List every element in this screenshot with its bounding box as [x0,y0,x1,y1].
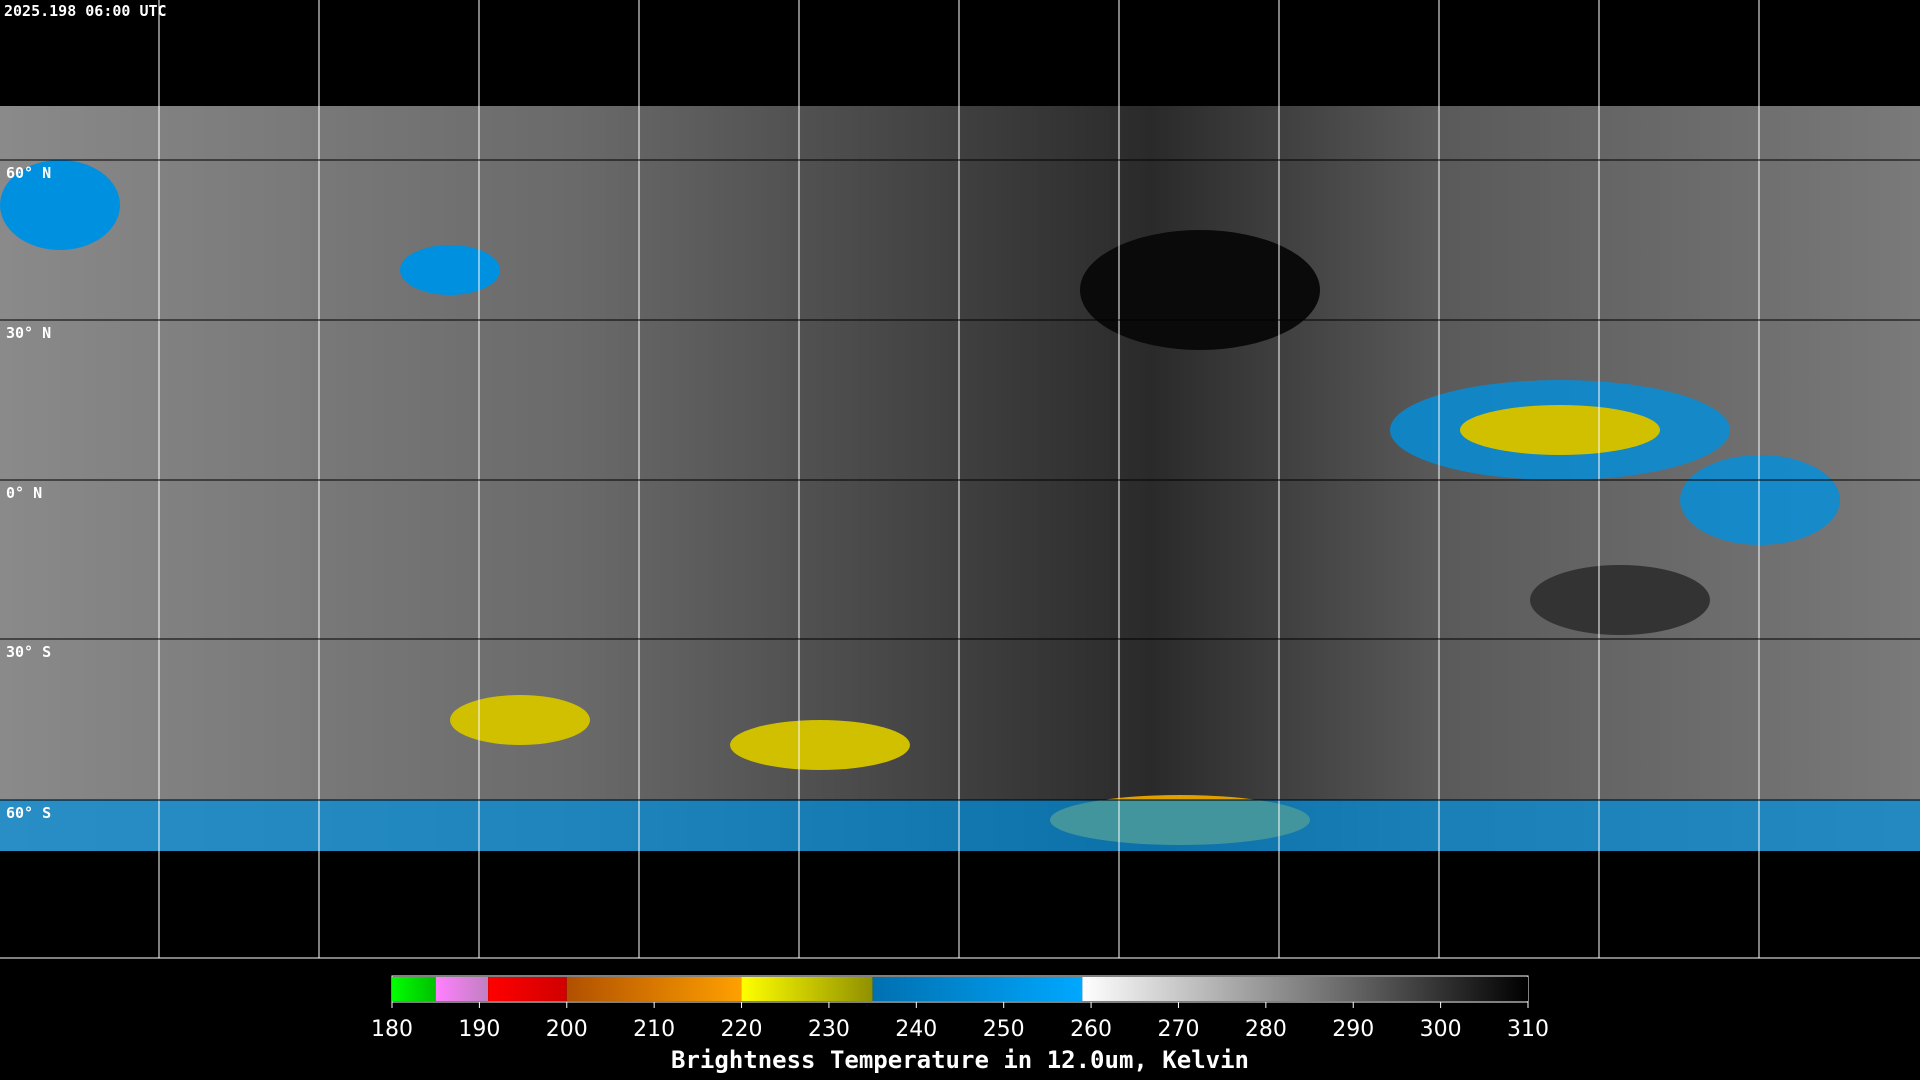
timestamp: 2025.198 06:00 UTC [4,2,167,20]
dry-region [1080,230,1320,350]
cloud-region [0,800,1920,851]
colorbar-tick-label: 300 [1420,1017,1462,1042]
cloud-region [1460,405,1660,455]
colorbar-segment [435,977,489,1001]
colorbar-segment [1082,977,1528,1001]
colorbar-tick-label: 180 [371,1017,413,1042]
colorbar-tick-label: 190 [458,1017,500,1042]
graticule [0,0,1920,958]
colorbar-tick-label: 230 [808,1017,850,1042]
colorbar-segment [566,977,742,1001]
colorbar-tick-label: 200 [546,1017,588,1042]
colorbar-tick-label: 290 [1332,1017,1374,1042]
lat-label: 60° N [6,164,51,182]
ir-imagery [0,106,1920,851]
cloud-region [0,160,120,250]
colorbar-tick-label: 280 [1245,1017,1287,1042]
colorbar-segment [488,977,567,1001]
colorbar-tick-label: 220 [721,1017,763,1042]
cloud-region [450,695,590,745]
colorbar-segment [741,977,873,1001]
dry-region [1530,565,1710,635]
cloud-region [400,245,500,295]
colorbar-tick-label: 270 [1157,1017,1199,1042]
colorbar-segment [392,977,436,1001]
cloud-region [730,720,910,770]
colorbar-tick-label: 210 [633,1017,675,1042]
colorbar-tick-label: 240 [895,1017,937,1042]
colorbar-tick-label: 260 [1070,1017,1112,1042]
imagery [0,106,1920,851]
lat-label: 60° S [6,804,51,822]
cloud-region [1680,455,1840,545]
colorbar-title: Brightness Temperature in 12.0um, Kelvin [671,1046,1249,1074]
lat-label: 30° S [6,643,51,661]
colorbar-tick-label: 250 [983,1017,1025,1042]
colorbar-segment [872,977,1083,1001]
lat-label: 0° N [6,484,42,502]
colorbar-tick-label: 310 [1507,1017,1549,1042]
lat-label: 30° N [6,324,51,342]
